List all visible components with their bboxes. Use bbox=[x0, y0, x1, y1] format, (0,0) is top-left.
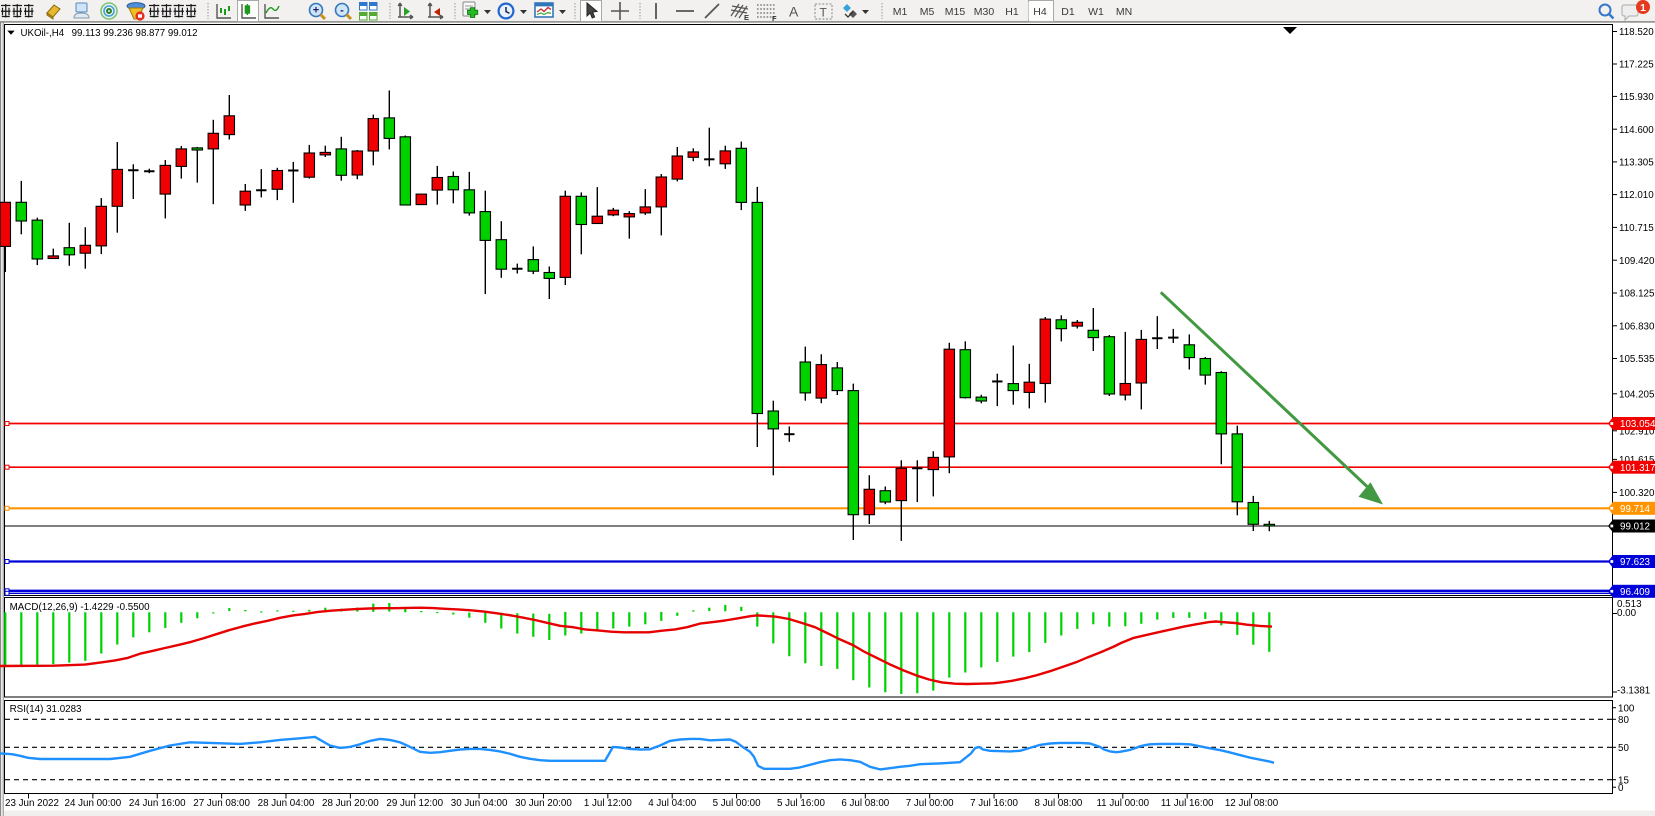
svg-text:24 Jun 00:00: 24 Jun 00:00 bbox=[65, 798, 122, 809]
svg-text:1 Jul 12:00: 1 Jul 12:00 bbox=[584, 798, 632, 809]
svg-text:5 Jul 16:00: 5 Jul 16:00 bbox=[777, 798, 825, 809]
svg-text:W1: W1 bbox=[1088, 6, 1104, 18]
svg-text:6 Jul 08:00: 6 Jul 08:00 bbox=[841, 798, 889, 809]
svg-text:RSI(14) 31.0283: RSI(14) 31.0283 bbox=[10, 704, 82, 715]
svg-text:M30: M30 bbox=[974, 6, 995, 18]
svg-text:118.520: 118.520 bbox=[1619, 27, 1654, 38]
svg-text:104.205: 104.205 bbox=[1619, 389, 1655, 400]
svg-text:MN: MN bbox=[1116, 6, 1132, 18]
svg-text:99.012: 99.012 bbox=[1620, 522, 1650, 533]
svg-text:M5: M5 bbox=[920, 6, 935, 18]
svg-text:7 Jul 16:00: 7 Jul 16:00 bbox=[970, 798, 1018, 809]
svg-text:114.600: 114.600 bbox=[1619, 125, 1654, 136]
svg-text:8 Jul 08:00: 8 Jul 08:00 bbox=[1034, 798, 1082, 809]
svg-text:30 Jun 20:00: 30 Jun 20:00 bbox=[515, 798, 572, 809]
svg-text:5 Jul 00:00: 5 Jul 00:00 bbox=[713, 798, 761, 809]
svg-text:+: + bbox=[313, 5, 319, 17]
svg-text:80: 80 bbox=[1618, 715, 1629, 726]
svg-text:D1: D1 bbox=[1061, 6, 1075, 18]
svg-text:117.225: 117.225 bbox=[1619, 60, 1654, 71]
svg-text:0: 0 bbox=[1618, 783, 1624, 794]
svg-text:M1: M1 bbox=[893, 6, 908, 18]
svg-text:101.317: 101.317 bbox=[1620, 463, 1655, 474]
svg-text:H1: H1 bbox=[1005, 6, 1019, 18]
svg-text:101.615: 101.615 bbox=[1619, 455, 1655, 466]
svg-text:A: A bbox=[789, 4, 799, 20]
svg-text:115.930: 115.930 bbox=[1619, 92, 1654, 103]
svg-text:H4: H4 bbox=[1033, 6, 1047, 18]
svg-text:MACD(12,26,9) -1.4229 -0.5500: MACD(12,26,9) -1.4229 -0.5500 bbox=[10, 602, 151, 613]
svg-text:4 Jul 04:00: 4 Jul 04:00 bbox=[648, 798, 696, 809]
svg-text:96.409: 96.409 bbox=[1620, 587, 1650, 598]
svg-text:T: T bbox=[820, 6, 828, 20]
svg-text:109.420: 109.420 bbox=[1619, 256, 1655, 267]
svg-text:97.623: 97.623 bbox=[1620, 557, 1651, 568]
svg-text:7 Jul 00:00: 7 Jul 00:00 bbox=[906, 798, 954, 809]
svg-text:29 Jun 12:00: 29 Jun 12:00 bbox=[386, 798, 443, 809]
svg-text:106.830: 106.830 bbox=[1619, 321, 1655, 332]
svg-text:103.054: 103.054 bbox=[1620, 419, 1655, 430]
svg-text:24 Jun 16:00: 24 Jun 16:00 bbox=[129, 798, 186, 809]
svg-text:0.00: 0.00 bbox=[1617, 608, 1637, 619]
svg-text:0.513: 0.513 bbox=[1617, 599, 1642, 610]
svg-text:102.910: 102.910 bbox=[1619, 426, 1655, 437]
svg-text:108.125: 108.125 bbox=[1619, 289, 1655, 300]
svg-text:F: F bbox=[772, 14, 777, 23]
svg-text:1: 1 bbox=[1640, 2, 1646, 14]
svg-text:-: - bbox=[340, 5, 344, 17]
svg-text:28 Jun 20:00: 28 Jun 20:00 bbox=[322, 798, 379, 809]
svg-text:11 Jul 00:00: 11 Jul 00:00 bbox=[1096, 798, 1149, 809]
svg-text:27 Jun 08:00: 27 Jun 08:00 bbox=[193, 798, 250, 809]
svg-text:99.714: 99.714 bbox=[1620, 504, 1651, 515]
svg-text:M15: M15 bbox=[945, 6, 966, 18]
svg-text:-3.1381: -3.1381 bbox=[1617, 686, 1650, 697]
svg-text:E: E bbox=[744, 13, 749, 22]
svg-text:11 Jul 16:00: 11 Jul 16:00 bbox=[1161, 798, 1214, 809]
svg-text:50: 50 bbox=[1618, 743, 1629, 754]
svg-text:UKOil-,H4 99.113 99.236 98.87: UKOil-,H4 99.113 99.236 98.877 99.012 bbox=[21, 28, 198, 39]
svg-text:23 Jun 2022: 23 Jun 2022 bbox=[5, 798, 59, 809]
svg-text:15: 15 bbox=[1618, 775, 1629, 786]
svg-text:12 Jul 08:00: 12 Jul 08:00 bbox=[1225, 798, 1279, 809]
svg-text:112.010: 112.010 bbox=[1619, 190, 1654, 201]
svg-text:105.535: 105.535 bbox=[1619, 354, 1655, 365]
svg-text:100.320: 100.320 bbox=[1619, 488, 1655, 499]
svg-text:110.715: 110.715 bbox=[1619, 223, 1654, 234]
svg-text:100: 100 bbox=[1618, 703, 1635, 714]
svg-text:28 Jun 04:00: 28 Jun 04:00 bbox=[258, 798, 315, 809]
svg-text:113.305: 113.305 bbox=[1619, 158, 1654, 169]
svg-text:30 Jun 04:00: 30 Jun 04:00 bbox=[451, 798, 508, 809]
